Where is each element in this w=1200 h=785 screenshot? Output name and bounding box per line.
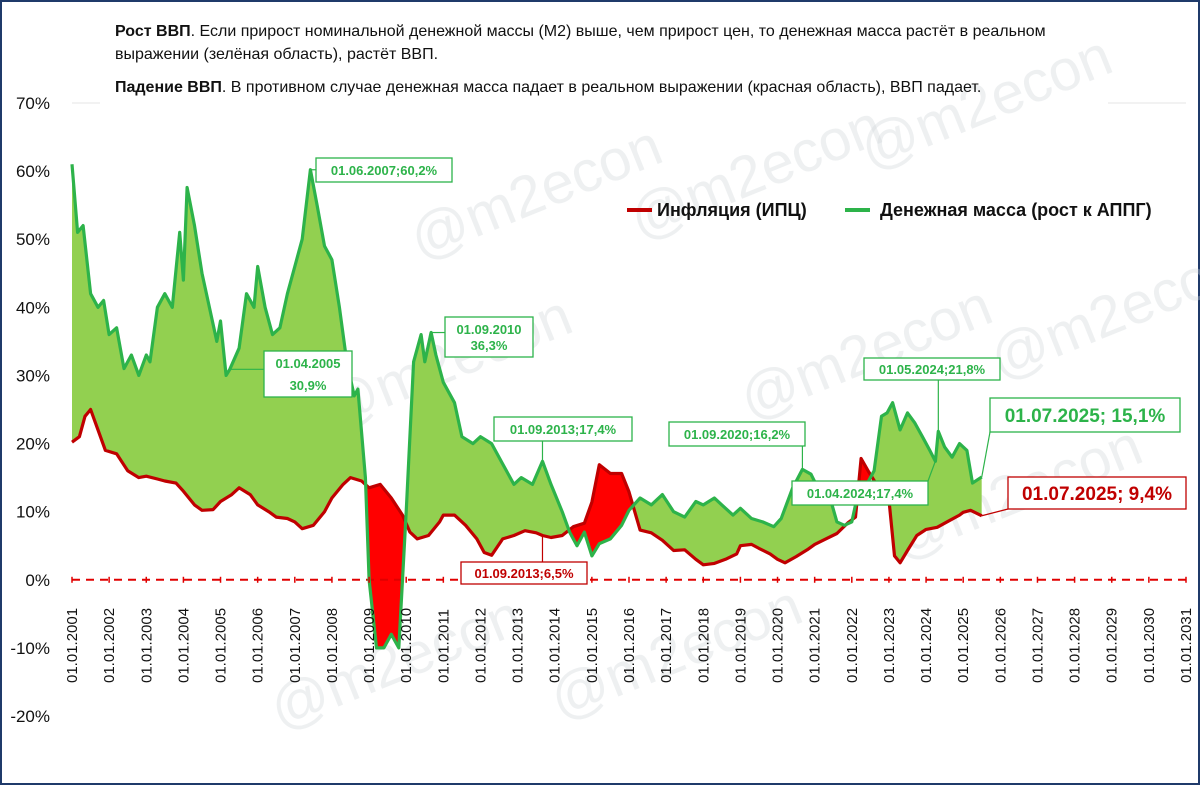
- growth-description: Рост ВВП. Если прирост номинальной денеж…: [115, 20, 1105, 66]
- legend-inflation-label: Инфляция (ИПЦ): [657, 200, 807, 220]
- callout-label: 01.09.2010: [456, 322, 521, 337]
- x-tick-label: 01.01.2026: [992, 608, 1009, 683]
- y-tick-label: 10%: [16, 503, 50, 522]
- x-tick-label: 01.01.2014: [547, 608, 564, 683]
- callout-label: 01.09.2013;17,4%: [510, 422, 617, 437]
- callout-label: 01.09.2020;16,2%: [684, 427, 791, 442]
- x-tick-label: 01.01.2003: [138, 608, 155, 683]
- callout-box: [791, 480, 929, 506]
- callout-box: [460, 561, 588, 585]
- x-axis-ticks: 01.01.2001 01.01.2002 01.01.2003 01.01.2004…: [64, 576, 1195, 683]
- x-tick-label: 01.01.2028: [1067, 608, 1084, 683]
- watermark-text: @m2econ: [981, 232, 1200, 392]
- growth-title: Рост ВВП: [115, 23, 191, 40]
- x-tick-label: 01.01.2005: [213, 608, 230, 683]
- y-tick-label: 50%: [16, 230, 50, 249]
- y-tick-label: 0%: [25, 571, 50, 590]
- x-tick-label: 01.01.2016: [621, 608, 638, 683]
- x-tick-label: 01.01.2012: [472, 608, 489, 683]
- x-tick-label: 01.01.2031: [1178, 608, 1195, 683]
- x-tick-label: 01.01.2027: [1029, 608, 1046, 683]
- y-tick-label: 60%: [16, 162, 50, 181]
- x-tick-label: 01.01.2025: [955, 608, 972, 683]
- callout-box: [493, 416, 633, 442]
- y-tick-label: -20%: [10, 707, 50, 726]
- x-tick-label: 01.01.2018: [695, 608, 712, 683]
- y-axis-ticks: 70% 60% 50% 40% 30% 20% 10% 0% -10% -20%: [10, 94, 50, 726]
- x-tick-label: 01.01.2004: [175, 608, 192, 683]
- series-lines: [70, 164, 983, 650]
- y-tick-label: 20%: [16, 435, 50, 454]
- x-tick-label: 01.01.2006: [250, 608, 267, 683]
- x-tick-label: 01.01.2009: [361, 608, 378, 683]
- y-tick-label: 30%: [16, 366, 50, 385]
- x-tick-label: 01.01.2029: [1104, 608, 1121, 683]
- callout-label: 01.07.2025; 9,4%: [1022, 484, 1172, 505]
- watermark-text: @m2econ: [731, 272, 1001, 432]
- callout-box: [1007, 476, 1187, 510]
- chart-description: Рост ВВП. Если прирост номинальной денеж…: [115, 20, 1105, 109]
- decline-description: Падение ВВП. В противном случае денежная…: [115, 76, 1105, 99]
- x-tick-label: 01.01.2008: [324, 608, 341, 683]
- x-tick-label: 01.01.2013: [510, 608, 527, 683]
- x-tick-label: 01.01.2007: [287, 608, 304, 683]
- callout-leader: [981, 508, 1009, 517]
- x-tick-label: 01.01.2024: [918, 608, 935, 683]
- decline-text: . В противном случае денежная масса пада…: [221, 79, 982, 96]
- x-tick-label: 01.01.2021: [807, 608, 824, 683]
- x-tick-label: 01.01.2001: [64, 608, 81, 683]
- money-supply-line: [70, 164, 983, 650]
- callout-leader: [981, 431, 991, 478]
- callout-label: 01.04.2005: [275, 356, 340, 371]
- x-tick-label: 01.01.2002: [101, 608, 118, 683]
- x-tick-label: 01.01.2011: [435, 609, 452, 683]
- x-tick-label: 01.01.2020: [770, 608, 787, 683]
- callout-box: [863, 357, 1001, 381]
- callout-label: 01.09.2013;6,5%: [474, 566, 573, 581]
- callout-value: 30,9%: [290, 378, 327, 393]
- x-tick-label: 01.01.2017: [658, 608, 675, 683]
- callout-leader: [927, 461, 936, 482]
- callout-box: [263, 350, 353, 398]
- legend: Инфляция (ИПЦ) Денежная масса (рост к АП…: [627, 200, 1152, 220]
- decline-title: Падение ВВП: [115, 79, 222, 96]
- callout-box: [315, 157, 453, 183]
- callout-label: 01.06.2007;60,2%: [331, 163, 438, 178]
- legend-money-label: Денежная масса (рост к АППГ): [880, 200, 1152, 220]
- x-tick-label: 01.01.2015: [584, 608, 601, 683]
- growth-text: . Если прирост номинальной денежной масс…: [115, 23, 1046, 63]
- x-tick-label: 01.01.2019: [732, 608, 749, 683]
- callout-label: 01.07.2025; 15,1%: [1005, 406, 1166, 427]
- callout-box: [668, 421, 806, 447]
- callouts: 01.06.2007;60,2% 01.04.2005 30,9% 01.09.201…: [229, 157, 1187, 585]
- callout-label: 01.04.2024;17,4%: [807, 486, 914, 501]
- y-tick-label: 40%: [16, 298, 50, 317]
- x-tick-label: 01.01.2023: [881, 608, 898, 683]
- x-tick-label: 01.01.2030: [1141, 608, 1158, 683]
- callout-value: 36,3%: [471, 338, 508, 353]
- callout-label: 01.05.2024;21,8%: [879, 362, 986, 377]
- callout-box: [444, 316, 534, 358]
- y-tick-label: 70%: [16, 94, 50, 113]
- x-tick-label: 01.01.2022: [844, 608, 861, 683]
- y-tick-label: -10%: [10, 639, 50, 658]
- callout-box: [989, 397, 1181, 433]
- x-tick-label: 01.01.2010: [398, 608, 415, 683]
